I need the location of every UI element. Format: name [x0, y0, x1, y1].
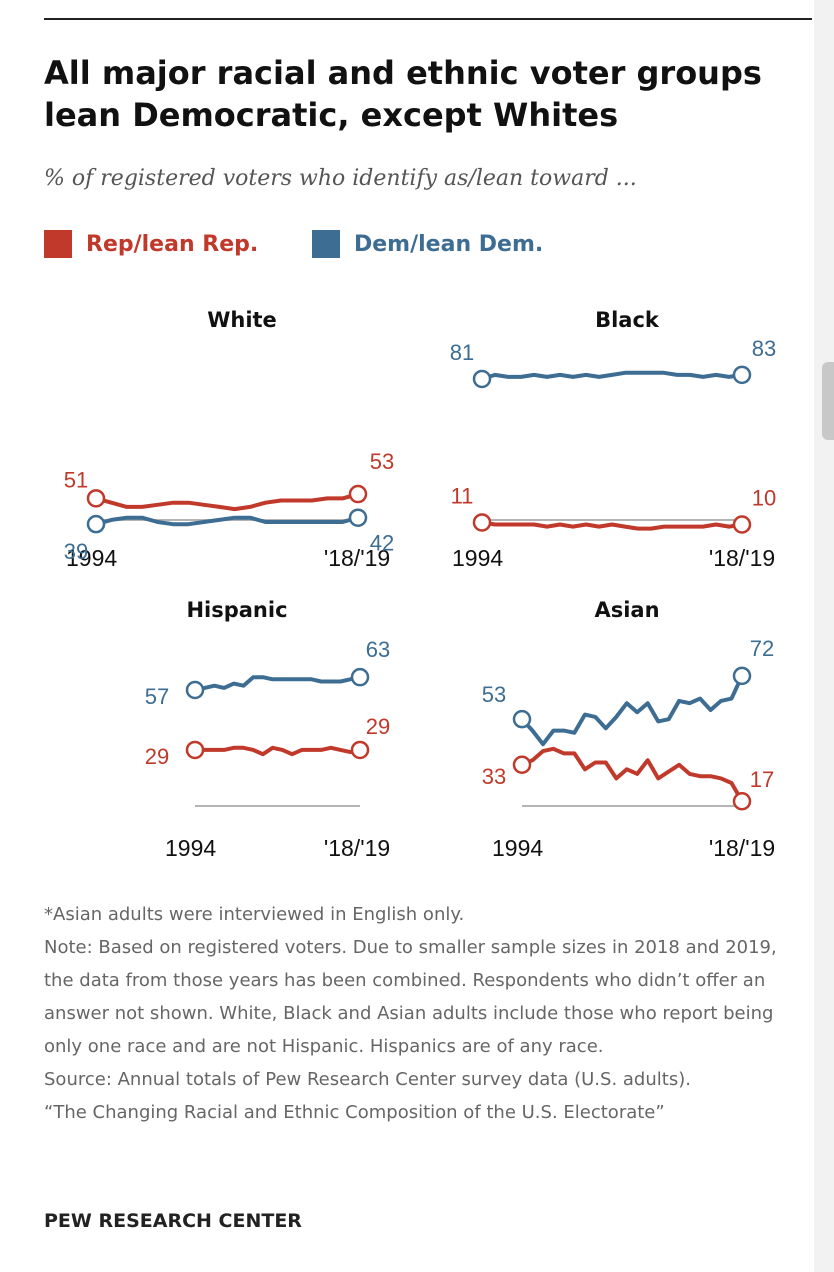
endpoint-start-rep: [472, 513, 492, 532]
x-tick-start: 1994: [492, 835, 543, 861]
x-tick-start: 1994: [452, 545, 503, 571]
chart-title: All major racial and ethnic voter groups…: [44, 54, 762, 134]
x-tick-end: '18/'19: [709, 835, 775, 861]
top-rule: [44, 18, 812, 20]
panel-white: White 1994 '18/'19 51 53 39 42: [64, 308, 394, 571]
small-multiples-chart: White 1994 '18/'19 51 53 39 42 Black 1994 '18/'19…: [64, 308, 776, 861]
value-label-end-dem: 42: [370, 531, 394, 556]
value-label-end-dem: 63: [366, 637, 390, 662]
side-strip: [814, 0, 834, 1272]
panel-asian: Asian 1994 '18/'19 53 72 33 17: [482, 598, 775, 861]
endpoint-start-dem: [185, 680, 205, 700]
legend-swatch-dem: [312, 230, 340, 258]
endpoint-end-dem: [350, 667, 370, 687]
org-credit: PEW RESEARCH CENTER: [44, 1210, 302, 1232]
value-label-end-dem: 83: [752, 336, 776, 361]
legend-swatch-rep: [44, 230, 72, 258]
series-line-dem: [95, 515, 359, 527]
report-title-note: “The Changing Racial and Ethnic Composit…: [44, 1102, 665, 1123]
source-note: Source: Annual totals of Pew Research Ce…: [44, 1069, 691, 1090]
endpoint-start-rep: [86, 489, 106, 508]
panel-black: Black 1994 '18/'19 81 83 11 10: [450, 308, 776, 571]
value-label-end-rep: 17: [750, 767, 774, 792]
value-label-end-rep: 29: [366, 714, 390, 739]
endpoint-start-rep: [512, 755, 532, 775]
x-tick-start: 1994: [66, 545, 117, 571]
endpoint-end-rep: [348, 484, 368, 504]
series-line-rep: [195, 745, 361, 757]
endpoint-end-dem: [732, 365, 752, 385]
value-label-start-rep: 11: [451, 483, 474, 508]
series-line-dem: [194, 675, 361, 692]
value-label-start-dem: 53: [482, 682, 506, 707]
value-label-start-rep: 33: [482, 764, 506, 789]
chart-subtitle: % of registered voters who identify as/l…: [44, 166, 637, 191]
legend-label-dem: Dem/lean Dem.: [354, 231, 544, 257]
endpoint-start-rep: [185, 740, 205, 760]
series-line-rep: [521, 746, 744, 803]
methodology-note: Note: Based on registered voters. Due to…: [44, 937, 777, 1057]
panel-title: Asian: [594, 598, 659, 622]
value-label-start-dem: 57: [145, 684, 169, 709]
value-label-start-rep: 29: [145, 744, 169, 769]
value-label-end-rep: 10: [752, 486, 776, 511]
value-label-end-dem: 72: [750, 636, 774, 661]
legend-item-rep: Rep/lean Rep.: [44, 230, 258, 258]
endpoint-end-rep: [732, 515, 752, 534]
legend-item-dem: Dem/lean Dem.: [312, 230, 543, 258]
x-tick-end: '18/'19: [324, 835, 390, 861]
x-tick-end: '18/'19: [324, 545, 390, 571]
value-label-start-dem: 81: [450, 340, 474, 365]
value-label-start-dem: 39: [64, 539, 88, 564]
scrollbar-thumb[interactable]: [822, 362, 834, 440]
endpoint-end-dem: [732, 666, 752, 686]
series-line-rep: [481, 520, 743, 531]
endpoint-end-rep: [732, 791, 752, 811]
legend-label-rep: Rep/lean Rep.: [86, 231, 259, 257]
asterisk-note: *Asian adults were interviewed in Englis…: [44, 904, 465, 925]
panel-title: White: [207, 308, 277, 332]
chart-notes: *Asian adults were interviewed in Englis…: [44, 898, 804, 1129]
x-tick-end: '18/'19: [709, 545, 775, 571]
series-line-dem: [520, 674, 744, 747]
endpoint-end-dem: [348, 508, 368, 527]
series-line-rep: [95, 492, 359, 512]
panel-hispanic: Hispanic 1994 '18/'19 57 63 29 29: [145, 598, 390, 861]
endpoint-start-dem: [86, 514, 106, 534]
series-line-dem: [481, 370, 743, 381]
endpoint-end-rep: [350, 740, 370, 760]
value-label-end-rep: 53: [370, 449, 394, 474]
endpoint-start-dem: [512, 709, 532, 729]
x-tick-start: 1994: [165, 835, 216, 861]
value-label-start-rep: 51: [64, 467, 88, 492]
panel-title: Black: [595, 308, 660, 332]
legend: Rep/lean Rep. Dem/lean Dem.: [44, 230, 664, 266]
panel-title: Hispanic: [186, 598, 287, 622]
endpoint-start-dem: [472, 369, 492, 389]
